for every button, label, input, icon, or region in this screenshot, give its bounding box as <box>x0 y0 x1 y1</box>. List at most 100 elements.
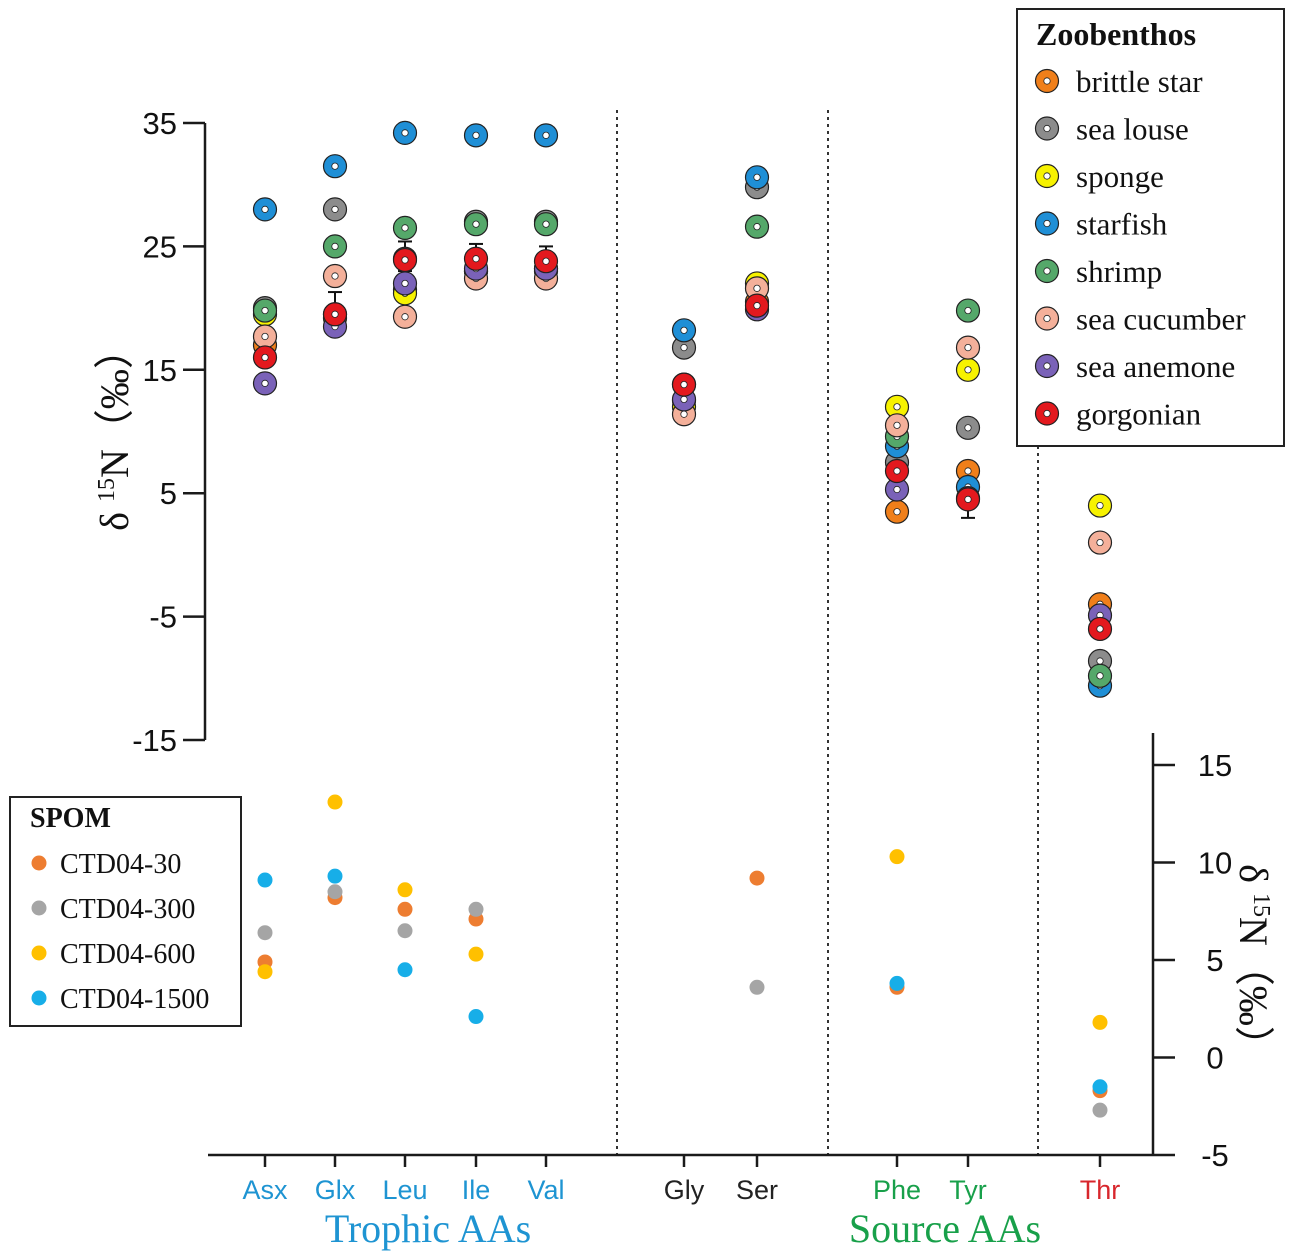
spom-point-ctd04-1500-thr <box>1092 1079 1108 1095</box>
legend-item-ctd04-300: CTD04-300 <box>31 894 195 925</box>
point-gorgonian-leu <box>392 247 418 273</box>
point-starfish-ser <box>744 165 770 190</box>
right-y-tick-label: 15 <box>1198 748 1232 783</box>
legend-label-starfish: starfish <box>1076 207 1168 242</box>
point-shrimp-asx <box>252 298 278 323</box>
x-tick-label-asx: Asx <box>242 1175 288 1205</box>
legend-item-sea-cucumber: sea cucumber <box>1034 302 1246 337</box>
point-sea-anemone-leu <box>392 271 418 296</box>
spom-point-ctd04-30-leu <box>397 901 413 917</box>
point-gorgonian-val <box>533 249 559 274</box>
spom-point-ctd04-600-glx <box>327 794 343 810</box>
spom-legend: SPOM CTD04-30 CTD04-300 CTD04-600 CTD04-1500 <box>9 796 242 1027</box>
spom-point-ctd04-300-asx <box>257 925 273 941</box>
spom-point-ctd04-300-glx <box>327 884 343 900</box>
legend-item-sea-anemone: sea anemone <box>1034 349 1235 384</box>
legend-label-shrimp: shrimp <box>1076 254 1162 289</box>
legend-label-ctd04-600: CTD04-600 <box>60 939 195 970</box>
x-tick-label-phe: Phe <box>873 1175 921 1205</box>
point-sea-cucumber-leu <box>392 304 418 329</box>
spom-legend-box <box>9 796 242 1027</box>
legend-label-brittle-star: brittle star <box>1076 64 1203 99</box>
legend-label-ctd04-300: CTD04-300 <box>60 894 195 925</box>
right-y-tick-label: 10 <box>1198 846 1232 881</box>
point-gorgonian-tyr <box>955 487 981 512</box>
point-starfish-glx <box>322 154 348 179</box>
point-gorgonian-gly <box>671 372 697 397</box>
legend-item-sponge: sponge <box>1034 159 1164 194</box>
x-tick-label-leu: Leu <box>382 1175 427 1205</box>
point-sea-cucumber-tyr <box>955 335 981 360</box>
legend-item-ctd04-600: CTD04-600 <box>31 939 195 970</box>
point-starfish-asx <box>252 197 278 222</box>
x-tick-label-tyr: Tyr <box>949 1175 987 1205</box>
zoobenthos-legend-title: Zoobenthos <box>1036 16 1196 52</box>
point-shrimp-glx <box>322 234 348 259</box>
x-tick-label-val: Val <box>527 1175 564 1205</box>
point-sea-louse-gly <box>671 335 697 360</box>
point-sponge-thr <box>1087 493 1113 518</box>
error-bars <box>328 240 975 519</box>
spom-point-ctd04-600-asx <box>257 964 273 980</box>
spom-point-ctd04-600-phe <box>889 849 905 865</box>
point-sea-anemone-asx <box>252 371 278 396</box>
point-gorgonian-glx <box>322 302 348 327</box>
point-sea-cucumber-asx <box>252 324 278 349</box>
right-y-tick-label: 5 <box>1206 943 1223 978</box>
spom-point-ctd04-30-ser <box>749 870 765 886</box>
legend-label-ctd04-30: CTD04-30 <box>60 849 181 880</box>
spom-point-ctd04-1500-leu <box>397 962 413 978</box>
point-gorgonian-asx <box>252 345 278 370</box>
legend-label-sea-louse: sea louse <box>1076 112 1189 147</box>
legend-item-starfish: starfish <box>1034 207 1168 242</box>
spom-point-ctd04-1500-ile <box>468 1009 484 1025</box>
legend-item-gorgonian: gorgonian <box>1034 397 1202 432</box>
legend-label-sponge: sponge <box>1076 159 1164 194</box>
left-y-axis-title: δ 15N（‰） <box>92 329 137 531</box>
zoobenthos-legend-box <box>1016 8 1285 447</box>
legend-item-sea-louse: sea louse <box>1034 112 1189 147</box>
legend-item-ctd04-1500: CTD04-1500 <box>31 984 209 1015</box>
spom-point-ctd04-600-ile <box>468 946 484 962</box>
spom-point-ctd04-1500-glx <box>327 868 343 884</box>
left-y-tick-label: -15 <box>132 723 177 758</box>
point-shrimp-thr <box>1087 663 1113 688</box>
point-shrimp-tyr <box>955 298 981 323</box>
legend-item-ctd04-30: CTD04-30 <box>31 849 181 880</box>
point-sea-cucumber-thr <box>1087 530 1113 555</box>
x-tick-label-ile: Ile <box>462 1175 491 1205</box>
right-y-tick-label: -5 <box>1201 1138 1229 1173</box>
zoobenthos-legend: Zoobenthos brittle star sea louse sponge sta… <box>1016 8 1285 447</box>
point-sponge-tyr <box>955 357 981 382</box>
x-tick-label-gly: Gly <box>664 1175 705 1205</box>
spom-point-ctd04-300-leu <box>397 923 413 939</box>
spom-point-ctd04-600-thr <box>1092 1014 1108 1030</box>
point-starfish-gly <box>671 318 697 343</box>
legend-item-brittle-star: brittle star <box>1034 64 1203 99</box>
point-sea-cucumber-phe <box>884 413 910 438</box>
left-y-tick-label: 25 <box>143 229 177 264</box>
spom-point-ctd04-300-ile <box>468 901 484 917</box>
point-starfish-leu <box>392 120 418 145</box>
point-sea-louse-tyr <box>955 415 981 440</box>
left-y-tick-label: -5 <box>149 600 177 635</box>
point-shrimp-ser <box>744 214 770 239</box>
right-y-axis-title: δ 15N（‰） <box>1231 864 1276 1066</box>
spom-point-ctd04-600-leu <box>397 882 413 898</box>
group-dividers <box>616 110 1039 1155</box>
point-gorgonian-thr <box>1087 616 1113 642</box>
point-gorgonian-phe <box>884 458 910 484</box>
point-gorgonian-ile <box>463 246 489 271</box>
spom-point-ctd04-1500-phe <box>889 975 905 991</box>
right-y-tick-label: 0 <box>1206 1041 1223 1076</box>
spom-legend-title: SPOM <box>30 803 111 834</box>
point-brittle-star-phe <box>884 499 910 524</box>
point-sea-anemone-phe <box>884 477 910 502</box>
x-tick-label-glx: Glx <box>315 1175 356 1205</box>
spom-point-ctd04-300-thr <box>1092 1102 1108 1118</box>
point-shrimp-val <box>533 212 559 237</box>
spom-point-ctd04-1500-asx <box>257 872 273 888</box>
legend-label-ctd04-1500: CTD04-1500 <box>60 984 209 1015</box>
